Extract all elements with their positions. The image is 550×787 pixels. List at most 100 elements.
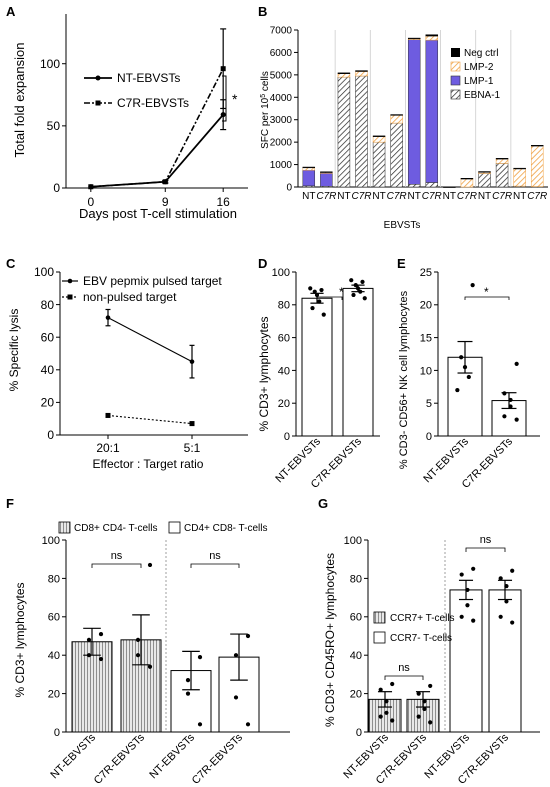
- panel-b-ytick-label: 4000: [270, 93, 293, 104]
- panel-a-series-line: [90, 114, 224, 188]
- panel-g-ytick-label: 100: [344, 535, 362, 547]
- panel-letter-e: E: [397, 256, 406, 271]
- panel-f-ytick-label: 100: [42, 535, 60, 547]
- panel-e-data-point: [470, 283, 475, 288]
- panel-b-bar-lmp2: [355, 71, 368, 77]
- panel-g-data-point: [465, 603, 470, 608]
- panel-b-bar-negctrl: [337, 72, 351, 74]
- panel-f-data-point: [185, 691, 191, 696]
- panel-b-ytick-label: 2000: [270, 138, 293, 149]
- legend-label-lmp1: LMP-1: [464, 76, 494, 87]
- panel-f-data-point: [86, 637, 92, 642]
- panel-f-legend: CD8+ CD4- T-cells CD4+ CD8- T-cells: [58, 521, 267, 534]
- panel-g-data-point: [378, 687, 383, 692]
- legend-swatch-lmp1: [450, 75, 461, 86]
- panel-b-bar-lmp2: [425, 35, 439, 41]
- panel-f-marks: ns ns: [71, 550, 260, 733]
- panel-b-bar-lmp2: [460, 178, 474, 188]
- panel-d-data-point: [321, 312, 326, 317]
- panel-b-bar-negctrl: [495, 158, 509, 160]
- panel-e-data-point: [455, 387, 460, 393]
- panel-d-data-point: [349, 278, 354, 283]
- panel-b-bar-ebna1: [407, 184, 421, 188]
- panel-g-data-point: [510, 568, 515, 573]
- panel-f-ylabel: % CD3+ lymphocytes: [13, 582, 27, 697]
- panel-f-ns-bracket: [190, 563, 240, 568]
- panel-f-ns-label: ns: [209, 550, 221, 562]
- panel-d-data-point: [351, 292, 356, 298]
- panel-b-xtick-label: C7R: [492, 191, 512, 202]
- panel-g-ylabel: % CD3+ CD45RO+ lymphocytes: [323, 553, 337, 727]
- panel-e-ytick-label: 25: [420, 267, 432, 279]
- panel-c-xtick-label: 20:1: [96, 441, 120, 455]
- panel-b-bar-ebna1: [355, 75, 368, 188]
- panel-b-ytick-label: 6000: [270, 48, 293, 59]
- panel-b: SFC per 105 cells EBVSTs 0 1000 2000 3000 40…: [260, 26, 548, 231]
- panel-f-data-point: [135, 653, 141, 658]
- panel-g-data-point: [471, 618, 476, 623]
- panel-a-point: [220, 112, 226, 118]
- panel-b-bar-ebna1: [478, 173, 491, 188]
- panel-letter-g: G: [318, 496, 328, 511]
- legend-label-cd4: CD4+ CD8- T-cells: [184, 523, 267, 534]
- panel-d: % CD3+ lymphocytes 020406080100NT-EBVSTs…: [257, 267, 380, 491]
- panel-a-ylabel: Total fold expansion: [12, 43, 27, 158]
- panel-a-point: [88, 184, 94, 190]
- panel-g-bar: [449, 589, 483, 733]
- panel-c-xtick-label: 5:1: [184, 441, 201, 455]
- panel-f-data-point: [245, 633, 251, 639]
- panel-b-bar-lmp2: [513, 168, 526, 187]
- panel-c-ytick-label: 40: [41, 363, 55, 377]
- panel-c-ylabel: % Specific lysis: [7, 309, 21, 392]
- panel-c-ytick-label: 100: [34, 265, 54, 279]
- panel-c-ytick-label: 20: [41, 396, 55, 410]
- panel-e-data-point: [502, 391, 507, 396]
- panel-b-bar-lmp2: [530, 145, 544, 187]
- panel-g-marks: ns ns: [368, 534, 522, 733]
- panel-g-ytick-label: 60: [350, 612, 362, 624]
- panel-a: Total fold expansion Days post T-cell st…: [12, 14, 248, 221]
- panel-c-ytick-label: 0: [47, 428, 54, 442]
- panel-b-bar-ebna1: [495, 163, 509, 188]
- panel-g-ns-label: ns: [480, 534, 492, 546]
- panel-b-xtick-label: NT: [513, 191, 526, 202]
- panel-b-legend: Neg ctrl LMP-2 LMP-1 EBNA-1: [450, 48, 501, 101]
- panel-b-bar-lmp1: [425, 39, 439, 183]
- panel-f-xtick-label: C7R-EBVSTs: [190, 731, 246, 787]
- panel-c-marks: [105, 308, 195, 427]
- panel-d-data-point: [308, 286, 313, 291]
- panel-b-bar-negctrl: [460, 178, 474, 180]
- panel-b-xtick-label: C7R: [457, 191, 477, 202]
- panel-letter-a: A: [6, 4, 16, 19]
- panel-a-legend: NT-EBVSTs C7R-EBVSTs: [84, 71, 189, 110]
- panel-e-data-point: [514, 361, 519, 366]
- panel-f-data-point: [197, 655, 203, 660]
- panel-f-data-point: [197, 722, 203, 727]
- panel-b-ylabel: SFC per 105 cells: [260, 71, 272, 149]
- legend-marker-nt: [95, 75, 101, 81]
- panel-c-point: [105, 315, 111, 320]
- panel-d-data-point: [314, 292, 320, 298]
- panel-b-bar-negctrl: [355, 70, 368, 72]
- panel-f-bar: [71, 641, 113, 733]
- panel-b-xtick-label: C7R: [316, 191, 336, 202]
- panel-b-xlabel: EBVSTs: [384, 220, 421, 231]
- panel-b-xtick-label: NT: [408, 191, 421, 202]
- panel-b-ytick-label: 0: [286, 183, 292, 194]
- legend-label-cd8: CD8+ CD4- T-cells: [74, 523, 157, 534]
- panel-e-ytick-label: 5: [426, 398, 432, 410]
- panel-g-data-point: [465, 587, 470, 593]
- panel-b-ytick-label: 5000: [270, 70, 293, 81]
- panel-b-bar-negctrl: [443, 186, 456, 188]
- panel-f-data-point: [98, 656, 104, 662]
- panel-f-ns-label: ns: [111, 550, 123, 562]
- panel-b-xtick-label: NT: [372, 191, 385, 202]
- panel-f-data-point: [135, 637, 141, 642]
- panel-b-bar-negctrl: [407, 37, 421, 40]
- panel-d-data-point: [353, 283, 358, 288]
- legend-label-nt: NT-EBVSTs: [117, 71, 180, 85]
- panel-b-bar-ebna1: [337, 76, 351, 188]
- panel-b-xtick-label: C7R: [422, 191, 442, 202]
- panel-g-data-point: [498, 614, 503, 619]
- panel-g-data-point: [378, 714, 383, 719]
